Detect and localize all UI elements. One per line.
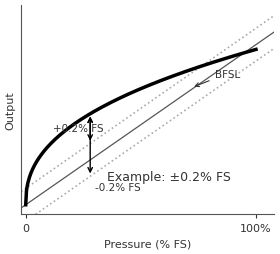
- Text: +0.2% FS: +0.2% FS: [53, 123, 104, 133]
- Text: BFSL: BFSL: [195, 69, 240, 87]
- Text: -0.2% FS: -0.2% FS: [95, 182, 141, 192]
- Text: Example: ±0.2% FS: Example: ±0.2% FS: [107, 170, 230, 183]
- X-axis label: Pressure (% FS): Pressure (% FS): [104, 239, 192, 248]
- Y-axis label: Output: Output: [6, 90, 16, 129]
